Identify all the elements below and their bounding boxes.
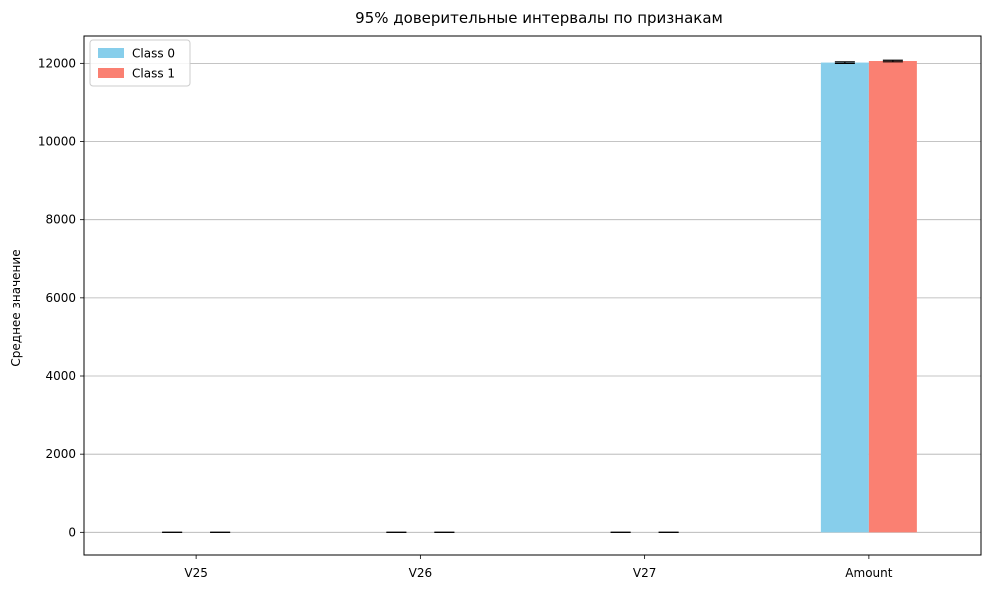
- x-tick-label: V26: [409, 566, 432, 580]
- bars: [820, 61, 917, 533]
- y-tick-label: 0: [68, 525, 76, 539]
- x-axis-ticks: V25 V26 V27 Amount: [184, 555, 893, 580]
- y-tick-label: 12000: [38, 56, 76, 70]
- legend: Class 0 Class 1: [89, 39, 191, 87]
- y-tick-label: 10000: [38, 135, 76, 149]
- x-tick-label: V27: [633, 566, 656, 580]
- gridlines: [84, 62, 981, 533]
- x-tick-label: Amount: [845, 566, 892, 580]
- y-axis-label: Среднее значение: [9, 249, 23, 366]
- chart-title: 95% доверительные интервалы по признакам: [355, 9, 723, 27]
- legend-label: Class 0: [132, 47, 175, 61]
- error-bars: [162, 59, 903, 533]
- y-tick-label: 6000: [45, 291, 76, 305]
- y-tick-label: 8000: [45, 213, 76, 227]
- bar: [868, 61, 917, 533]
- legend-swatch: [98, 68, 124, 78]
- legend-swatch: [98, 48, 124, 58]
- y-tick-label: 2000: [45, 447, 76, 461]
- legend-label: Class 1: [132, 67, 175, 81]
- y-tick-label: 4000: [45, 369, 76, 383]
- x-tick-label: V25: [184, 566, 207, 580]
- bar: [820, 62, 869, 533]
- plot-frame: [83, 35, 982, 556]
- y-axis-ticks: 0 2000 4000 6000 8000 10000 12000: [38, 56, 84, 539]
